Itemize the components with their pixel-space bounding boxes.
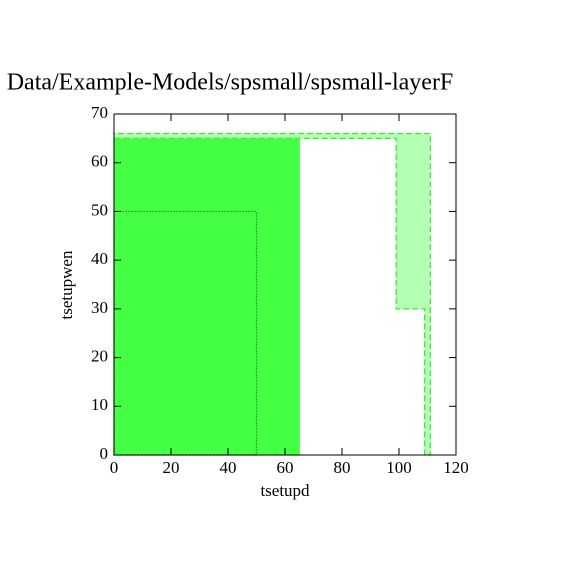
y-tick-label: 50 (91, 200, 108, 219)
y-tick-label: 30 (91, 298, 108, 317)
y-tick-label: 20 (91, 346, 108, 365)
y-tick-label: 60 (91, 152, 108, 171)
x-tick-label: 100 (386, 458, 412, 477)
y-tick-label: 70 (91, 103, 108, 122)
y-tick-label: 0 (100, 444, 109, 463)
x-tick-label: 60 (277, 458, 294, 477)
y-tick-label: 10 (91, 395, 108, 414)
region (113, 137, 300, 456)
x-tick-label: 40 (220, 458, 237, 477)
x-tick-label: 0 (110, 458, 119, 477)
x-tick-label: 80 (334, 458, 351, 477)
x-tick-label: 120 (443, 458, 469, 477)
x-axis-label: tsetupd (260, 481, 310, 500)
chart-title: Data/Example-Models/spsmall/spsmall-laye… (7, 70, 454, 96)
x-tick-label: 20 (163, 458, 180, 477)
y-tick-label: 40 (91, 249, 108, 268)
y-axis-label: tsetupwen (57, 250, 76, 319)
